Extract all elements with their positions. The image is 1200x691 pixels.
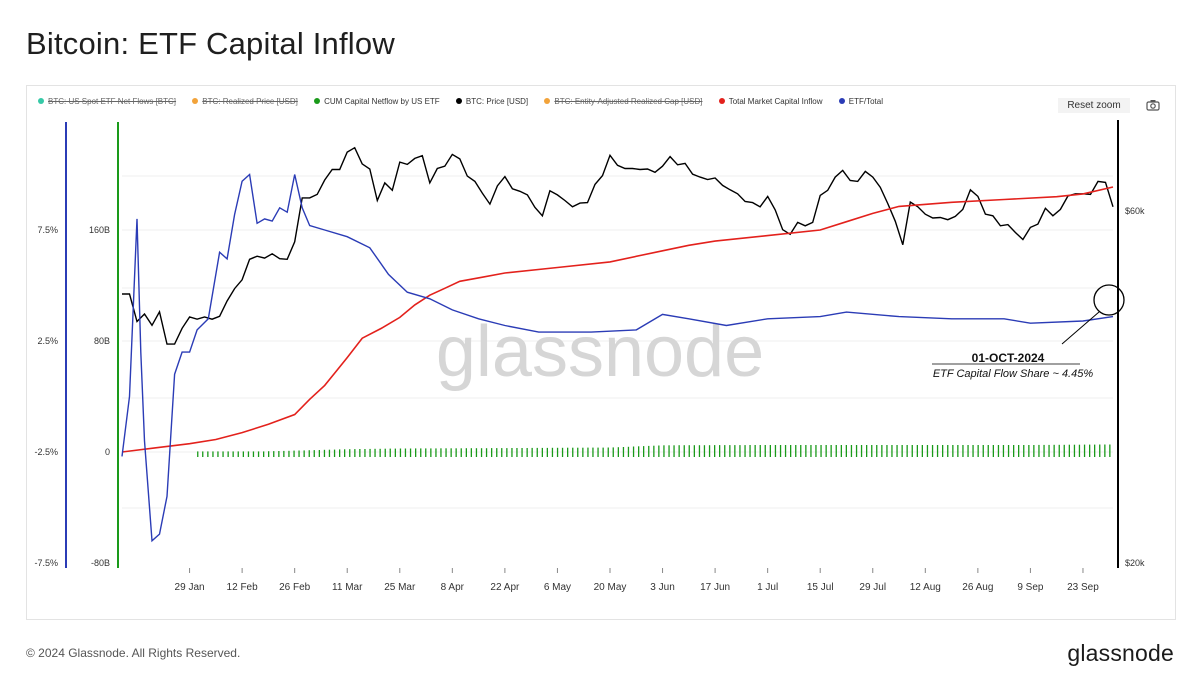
legend-label: BTC: Entity-Adjusted Realized Cap [USD] — [554, 97, 703, 106]
chart-card — [26, 85, 1176, 620]
legend-label: Total Market Capital Inflow — [728, 97, 823, 106]
camera-icon[interactable] — [1146, 99, 1160, 111]
legend-item-btc-price[interactable]: BTC: Price [USD] — [455, 97, 529, 106]
legend-label: BTC: Realized Price [USD] — [202, 97, 298, 106]
reset-zoom-button[interactable]: Reset zoom — [1058, 98, 1130, 113]
legend-item-cum-capital-netflow[interactable]: CUM Capital Netflow by US ETF — [314, 97, 440, 106]
legend-label: CUM Capital Netflow by US ETF — [324, 97, 440, 106]
legend-item-etf-total[interactable]: ETF/Total — [838, 97, 883, 106]
legend-item-realized-cap[interactable]: BTC: Entity-Adjusted Realized Cap [USD] — [544, 97, 702, 106]
page-title: Bitcoin: ETF Capital Inflow — [26, 26, 395, 61]
glassnode-logo: glassnode — [1067, 640, 1174, 666]
legend-dot — [718, 97, 725, 104]
legend-dot — [38, 97, 44, 104]
legend-dot — [314, 97, 321, 104]
legend-item-etf-net-flows[interactable]: BTC: US Spot ETF Net Flows [BTC] — [38, 97, 176, 106]
legend-label: BTC: Price [USD] — [465, 97, 529, 106]
legend-dot — [192, 97, 199, 104]
copyright: © 2024 Glassnode. All Rights Reserved. — [26, 646, 241, 660]
legend-dot — [544, 97, 551, 104]
legend-item-realized-price[interactable]: BTC: Realized Price [USD] — [192, 97, 298, 106]
legend-item-total-market-capital-inflow[interactable]: Total Market Capital Inflow — [718, 97, 823, 106]
legend-label: ETF/Total — [848, 97, 883, 106]
chart-legend: BTC: US Spot ETF Net Flows [BTC] BTC: Re… — [38, 97, 897, 109]
legend-label: BTC: US Spot ETF Net Flows [BTC] — [48, 97, 177, 106]
legend-dot — [838, 97, 845, 104]
legend-dot — [455, 97, 462, 104]
